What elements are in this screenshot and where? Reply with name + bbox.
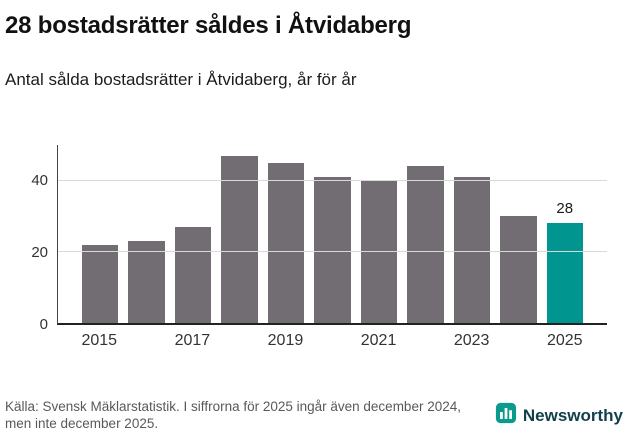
chart-subtitle: Antal sålda bostadsrätter i Åtvidaberg, … [5,70,357,89]
bar-rect [221,155,258,323]
bar-2018 [221,145,258,323]
x-tick-label-2018 [221,332,258,350]
bar-rect [546,223,583,323]
y-tick-label-0: 0 [39,316,48,333]
newsworthy-icon [495,402,517,429]
plot-area: 28 [57,145,607,325]
bar-rect [314,177,351,323]
bar-2015 [82,145,119,323]
bar-rect [128,241,165,323]
x-tick-label-2021: 2021 [360,332,397,349]
x-tick-label-2020 [314,332,351,350]
gridline-40 [58,179,607,181]
bar-2020 [314,145,351,323]
x-axis-labels: 2015 2017 2019 2021 2023 2025 [57,332,607,350]
bar-rect [174,226,212,323]
bar-value-label: 28 [556,200,574,218]
bar-2017 [174,145,212,323]
bar-rect [407,166,444,323]
x-tick-label-2023: 2023 [453,332,490,349]
bar-2024 [500,145,537,323]
bar-2025: 28 [546,145,583,323]
page-title: 28 bostadsrätter såldes i Åtvidaberg [5,12,412,39]
bar-chart: 28 2015 2017 2019 2021 2023 2025 0 20 40 [0,142,631,364]
bar-2016 [128,145,165,323]
bar-rect [453,177,491,323]
gridline-20 [58,250,607,252]
newsworthy-logo[interactable]: Newsworthy [495,402,623,429]
bar-2022 [407,145,444,323]
bar-rect [82,244,119,323]
bar-rect [267,162,305,323]
bar-2021 [360,145,398,323]
source-note: Källa: Svensk Mäklarstatistik. I siffror… [5,398,461,432]
y-tick-label-40: 40 [31,172,48,189]
bar-rect [500,216,537,323]
x-tick-label-2017: 2017 [174,332,211,349]
x-tick-label-2016 [128,332,165,350]
x-tick-label-2024 [500,332,537,350]
newsworthy-wordmark: Newsworthy [522,405,623,425]
x-tick-label-2022 [407,332,444,350]
y-tick-label-20: 20 [31,244,48,261]
bars: 28 [58,145,607,323]
x-tick-label-2025: 2025 [546,332,583,349]
x-tick-label-2015: 2015 [81,332,118,349]
footer: Källa: Svensk Mäklarstatistik. I siffror… [0,392,631,439]
bar-2023 [453,145,491,323]
x-tick-label-2019: 2019 [267,332,304,349]
bar-2019 [267,145,305,323]
